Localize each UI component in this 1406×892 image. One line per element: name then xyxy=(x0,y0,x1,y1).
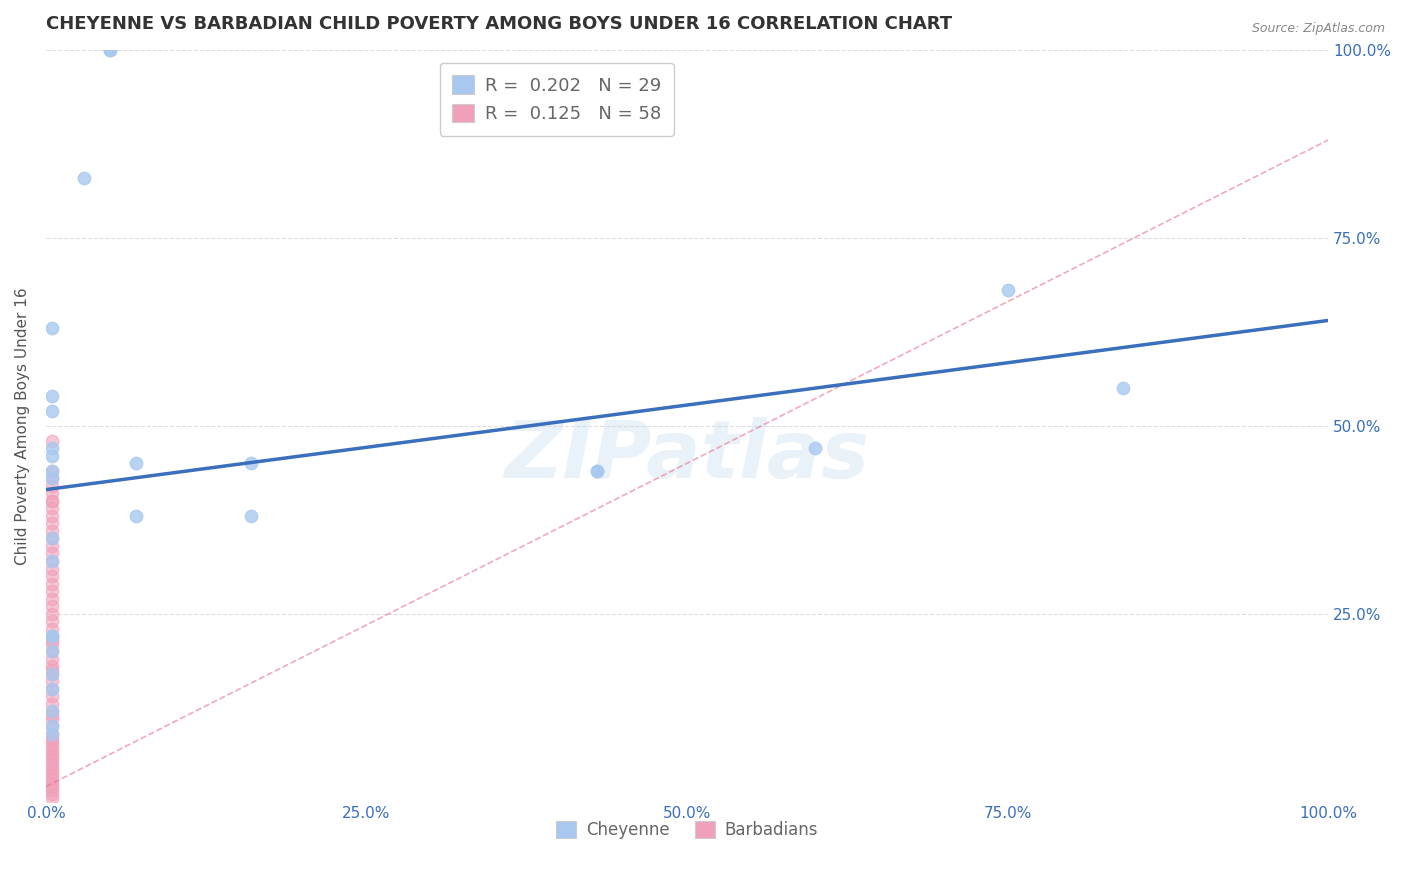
Point xyxy=(41,464,63,478)
Point xyxy=(41,516,63,531)
Point xyxy=(41,727,63,741)
Point xyxy=(41,637,63,651)
Point xyxy=(41,614,63,628)
Point xyxy=(41,434,63,448)
Point xyxy=(41,690,63,704)
Point xyxy=(41,697,63,711)
Point xyxy=(41,708,63,723)
Point xyxy=(41,704,63,718)
Point xyxy=(41,749,63,764)
Text: Source: ZipAtlas.com: Source: ZipAtlas.com xyxy=(1251,22,1385,36)
Point xyxy=(41,761,63,775)
Point xyxy=(41,576,63,591)
Point xyxy=(98,43,121,57)
Point xyxy=(997,284,1019,298)
Point xyxy=(41,644,63,658)
Point xyxy=(41,681,63,696)
Point xyxy=(41,674,63,689)
Point xyxy=(41,539,63,553)
Point xyxy=(41,712,63,726)
Y-axis label: Child Poverty Among Boys Under 16: Child Poverty Among Boys Under 16 xyxy=(15,287,30,565)
Point xyxy=(41,486,63,500)
Point xyxy=(804,442,827,456)
Point xyxy=(1112,381,1135,395)
Point xyxy=(41,772,63,786)
Point xyxy=(41,719,63,733)
Point xyxy=(41,632,63,647)
Point xyxy=(41,389,63,403)
Point xyxy=(41,442,63,456)
Point xyxy=(73,170,96,185)
Point xyxy=(41,652,63,666)
Point xyxy=(41,681,63,696)
Point xyxy=(41,666,63,681)
Point xyxy=(41,746,63,760)
Point xyxy=(41,599,63,614)
Point xyxy=(41,479,63,493)
Point xyxy=(41,764,63,779)
Point xyxy=(41,471,63,485)
Point xyxy=(41,532,63,546)
Text: ZIPatlas: ZIPatlas xyxy=(505,417,869,495)
Point xyxy=(41,776,63,790)
Point xyxy=(41,494,63,508)
Point xyxy=(125,508,148,523)
Point xyxy=(41,666,63,681)
Point xyxy=(41,501,63,516)
Point xyxy=(41,629,63,643)
Point xyxy=(41,464,63,478)
Point xyxy=(41,753,63,767)
Point xyxy=(41,508,63,523)
Point xyxy=(98,43,121,57)
Legend: Cheyenne, Barbadians: Cheyenne, Barbadians xyxy=(550,814,825,846)
Point xyxy=(41,629,63,643)
Point xyxy=(41,524,63,538)
Point xyxy=(41,731,63,745)
Point xyxy=(125,456,148,470)
Point xyxy=(41,787,63,801)
Point xyxy=(586,464,609,478)
Point xyxy=(41,659,63,673)
Point xyxy=(41,742,63,756)
Point xyxy=(41,569,63,583)
Point xyxy=(41,547,63,561)
Point xyxy=(41,629,63,643)
Point xyxy=(41,554,63,568)
Point xyxy=(41,644,63,658)
Point xyxy=(41,719,63,733)
Point xyxy=(41,663,63,677)
Point xyxy=(586,464,609,478)
Point xyxy=(41,607,63,621)
Point xyxy=(240,508,263,523)
Point xyxy=(41,783,63,797)
Point xyxy=(240,456,263,470)
Text: CHEYENNE VS BARBADIAN CHILD POVERTY AMONG BOYS UNDER 16 CORRELATION CHART: CHEYENNE VS BARBADIAN CHILD POVERTY AMON… xyxy=(46,15,952,33)
Point xyxy=(41,768,63,782)
Point xyxy=(41,622,63,636)
Point xyxy=(41,561,63,575)
Point xyxy=(41,790,63,805)
Point xyxy=(41,704,63,718)
Point xyxy=(41,449,63,463)
Point xyxy=(41,727,63,741)
Point xyxy=(41,738,63,752)
Point xyxy=(41,321,63,335)
Point xyxy=(41,734,63,748)
Point xyxy=(41,756,63,771)
Point xyxy=(41,471,63,485)
Point xyxy=(41,780,63,794)
Point xyxy=(41,584,63,599)
Point xyxy=(41,532,63,546)
Point xyxy=(41,403,63,417)
Point xyxy=(41,591,63,606)
Point xyxy=(41,494,63,508)
Point xyxy=(41,554,63,568)
